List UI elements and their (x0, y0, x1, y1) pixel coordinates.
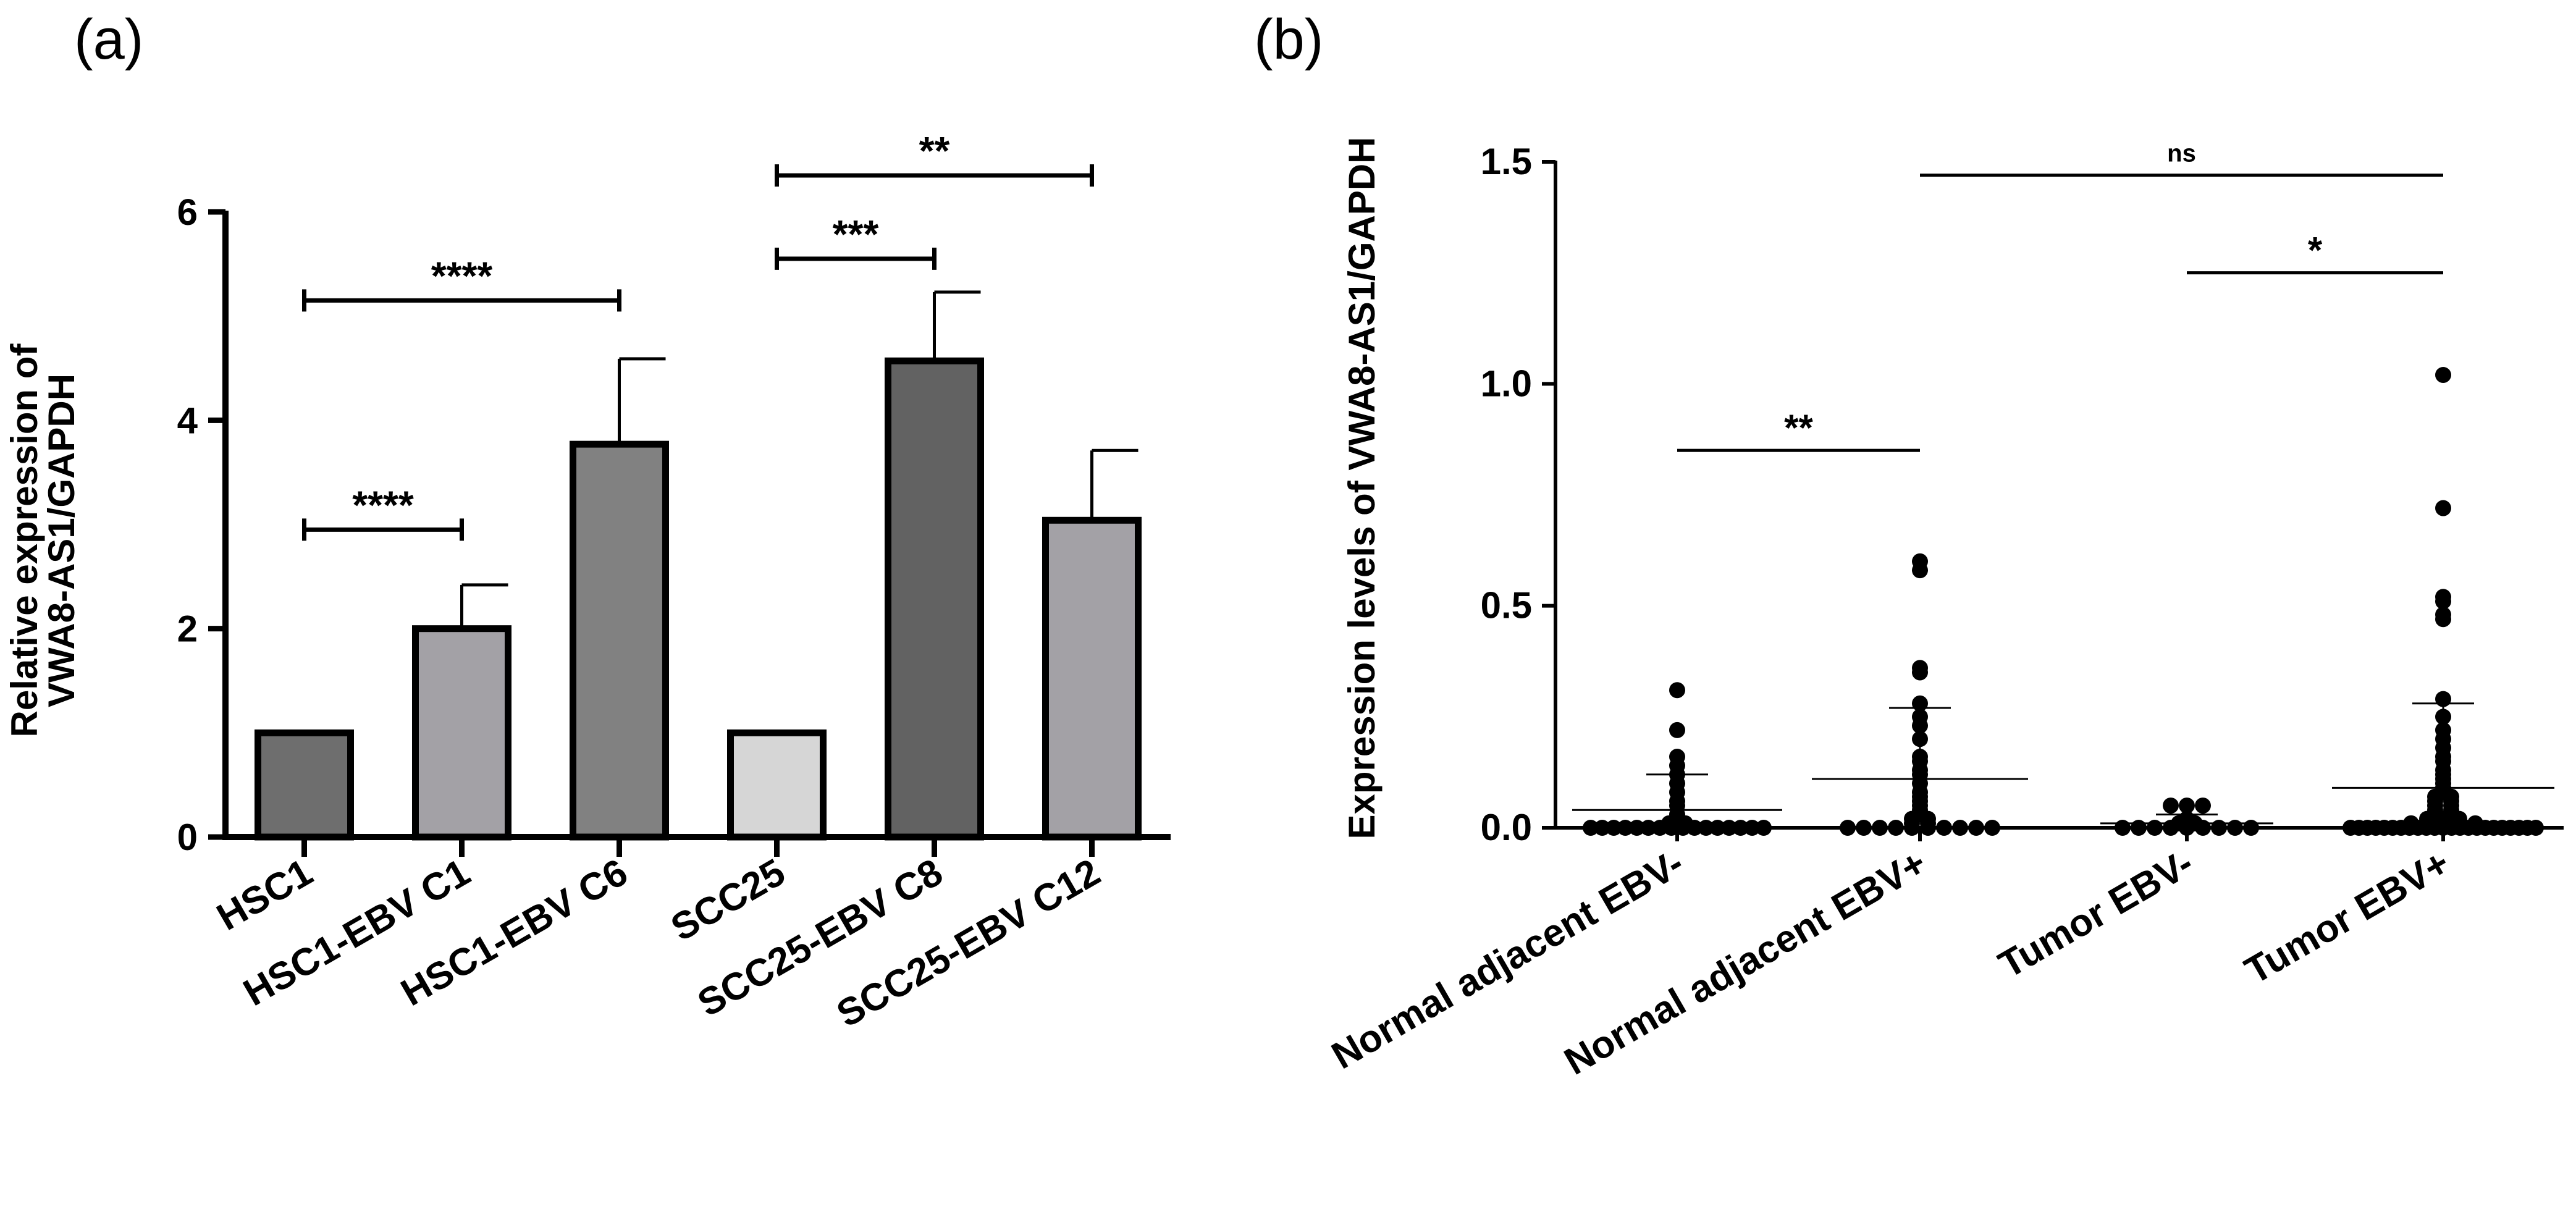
panel-b-data-point (1640, 820, 1657, 836)
panel-a-y-tick-label: 0 (177, 817, 198, 858)
panel-b-data-point (1856, 820, 1872, 836)
panel-b-label: (b) (1254, 8, 1323, 71)
panel-b-sig-label: ** (1784, 407, 1813, 448)
panel-b-data-point (1952, 820, 1968, 836)
panel-b-data-point (1617, 820, 1633, 836)
panel-a-bar (885, 357, 984, 841)
panel-b-data-point (1669, 749, 1685, 765)
panel-b-data-point (2115, 820, 2131, 836)
panel-a-bar (727, 729, 827, 841)
panel-b-data-point (1872, 820, 1888, 836)
panel-b-data-point (2163, 797, 2179, 814)
panel-b-data-point (1912, 660, 1928, 676)
panel-b-data-point (2147, 820, 2163, 836)
panel-b-scatter-chart: Expression levels of VWA8-AS1/GAPDH 0.0 0… (1325, 137, 2564, 1084)
panel-b-data-point (1888, 820, 1904, 836)
panel-b-y-tick-label: 1.5 (1481, 141, 1532, 182)
panel-a-category-label: HSC1 (210, 851, 320, 938)
panel-b-sig-label: * (2308, 230, 2323, 271)
panel-b-data-point (2467, 815, 2483, 831)
panel-b-sig-label: ns (2167, 140, 2196, 167)
panel-a-bar (1042, 516, 1142, 841)
panel-b-data-point (2227, 820, 2243, 836)
panel-a-y-tick-label: 2 (177, 608, 198, 650)
panel-b-data-point (1984, 820, 2000, 836)
panel-b-data-point (1744, 820, 1761, 836)
panel-b-data-point (2403, 815, 2419, 831)
panel-a-y-tick-label: 6 (177, 191, 198, 233)
panel-b-data-point (1709, 820, 1726, 836)
panel-b-data-point (2435, 607, 2451, 623)
panel-a-bar (412, 625, 511, 841)
panel-a-category-label: SCC25 (664, 851, 793, 949)
panel-a-bar-chart: Relative expression of VWA8-AS1/GAPDH 0 2… (4, 128, 1171, 1036)
panel-b-data-point (2211, 820, 2227, 836)
panel-b-data-point (2131, 820, 2147, 836)
panel-a-sig-label: **** (431, 253, 493, 298)
panel-b-y-tick-label: 0.5 (1481, 585, 1532, 626)
panel-a-y-tick-label: 4 (177, 400, 198, 441)
panel-b-data-point (2243, 820, 2259, 836)
panel-b-category-label: Tumor EBV- (1992, 841, 2200, 987)
panel-a-sig-label: **** (352, 482, 414, 527)
panel-b-data-point (2435, 500, 2451, 516)
panel-a-sig-label: ** (919, 128, 950, 173)
panel-a-ylabel-line1: Relative expression of (4, 343, 45, 738)
panel-b-data-point (1669, 682, 1685, 699)
panel-b-data-point (2435, 589, 2451, 605)
panel-b-data-point (1756, 820, 1772, 836)
panel-a-bar (570, 440, 669, 841)
panel-b-data-point (1606, 820, 1622, 836)
panel-b-category-label: Tumor EBV+ (2238, 841, 2457, 992)
panel-b-data-point (2179, 797, 2195, 814)
panel-b-data-point (2435, 366, 2451, 383)
panel-a-category-label: SCC25-EBV C12 (830, 851, 1107, 1035)
panel-b-data-point (1936, 820, 1952, 836)
panel-b-data-point (2195, 797, 2211, 814)
panel-b-data-point (1912, 553, 1928, 570)
panel-b-data-point (1628, 820, 1645, 836)
panel-b-data-point (1669, 722, 1685, 738)
panel-a-ylabel-line2: VWA8-AS1/GAPDH (41, 374, 82, 707)
panel-b-y-tick-label: 1.0 (1481, 363, 1532, 404)
panel-b-data-point (1583, 820, 1599, 836)
panel-b-data-point (1968, 820, 1984, 836)
panel-b-data-point (1594, 820, 1610, 836)
panel-b-data-point (1721, 820, 1737, 836)
panel-b-data-point (1732, 820, 1749, 836)
panel-b-data-point (2528, 820, 2544, 836)
panel-b-data-point (1698, 820, 1714, 836)
panel-a-bar (255, 729, 354, 841)
panel-b-data-point (1840, 820, 1856, 836)
panel-a-label: (a) (74, 8, 143, 71)
panel-b-y-tick-label: 0.0 (1481, 807, 1532, 848)
panel-b-ylabel: Expression levels of VWA8-AS1/GAPDH (1341, 137, 1383, 839)
panel-a-sig-label: *** (833, 212, 879, 256)
